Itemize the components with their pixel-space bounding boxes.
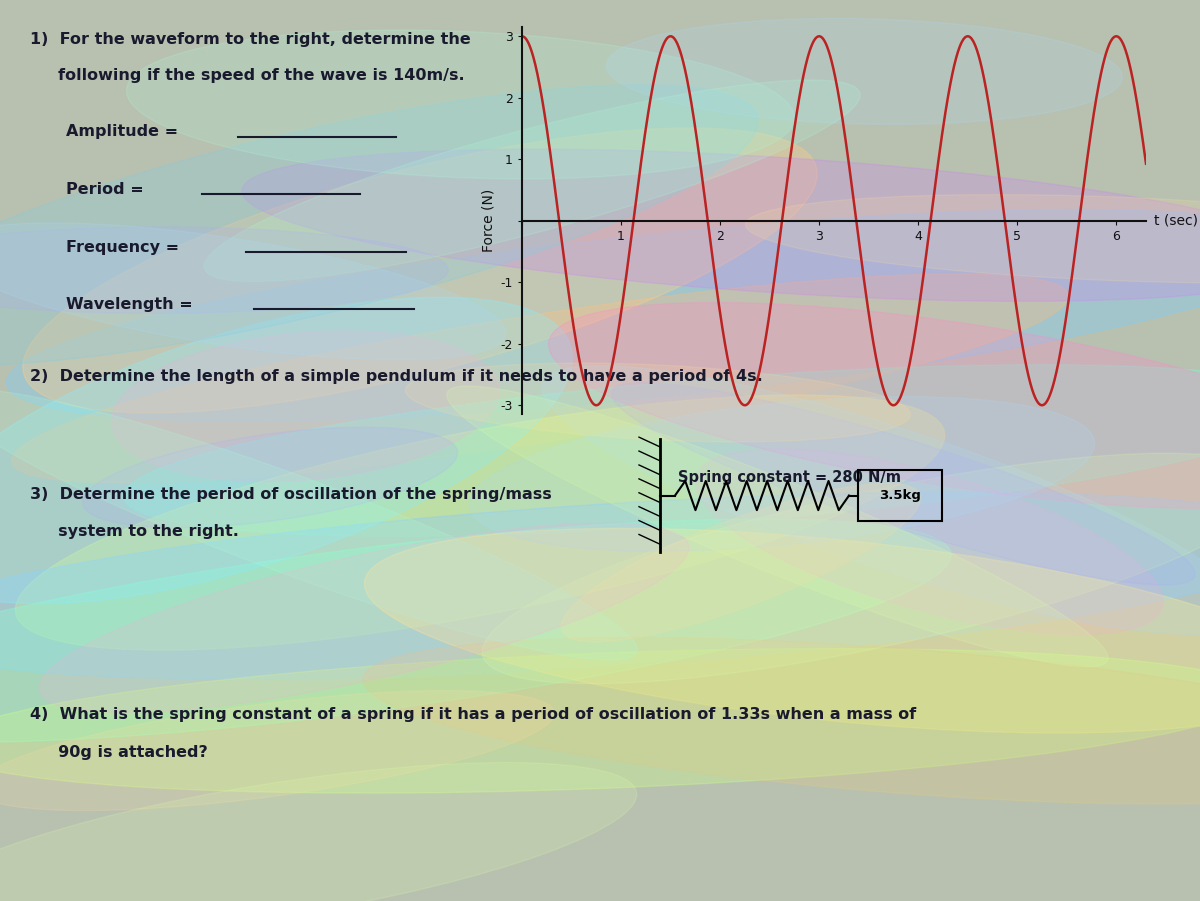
Ellipse shape	[548, 303, 1200, 508]
Ellipse shape	[112, 331, 499, 482]
Ellipse shape	[482, 453, 1200, 684]
Text: 1)  For the waveform to the right, determine the: 1) For the waveform to the right, determ…	[30, 32, 470, 47]
Text: 90g is attached?: 90g is attached?	[30, 745, 208, 760]
Text: system to the right.: system to the right.	[30, 524, 239, 540]
Ellipse shape	[362, 638, 1200, 804]
Ellipse shape	[0, 519, 952, 742]
Ellipse shape	[83, 427, 457, 528]
Ellipse shape	[126, 30, 794, 179]
Text: Wavelength =: Wavelength =	[66, 297, 198, 313]
Ellipse shape	[406, 363, 911, 441]
Ellipse shape	[242, 150, 1200, 301]
Ellipse shape	[446, 386, 1108, 667]
Ellipse shape	[0, 649, 1200, 793]
Ellipse shape	[0, 85, 758, 366]
Y-axis label: Force (N): Force (N)	[481, 189, 496, 252]
Ellipse shape	[16, 395, 944, 651]
Text: 3.5kg: 3.5kg	[880, 489, 920, 502]
Ellipse shape	[0, 297, 572, 604]
Ellipse shape	[204, 80, 860, 281]
Ellipse shape	[0, 389, 637, 660]
Text: Frequency =: Frequency =	[66, 240, 185, 255]
Text: 2)  Determine the length of a simple pendulum if it needs to have a period of 4s: 2) Determine the length of a simple pend…	[30, 369, 763, 385]
Ellipse shape	[695, 449, 1163, 634]
Ellipse shape	[606, 18, 1122, 124]
Text: t (sec): t (sec)	[1154, 214, 1198, 228]
Ellipse shape	[560, 483, 920, 642]
Bar	[858, 469, 942, 522]
Ellipse shape	[23, 128, 817, 413]
Ellipse shape	[0, 227, 448, 314]
Ellipse shape	[0, 690, 554, 811]
Ellipse shape	[6, 210, 1200, 421]
Ellipse shape	[40, 523, 689, 713]
Text: Period =: Period =	[66, 182, 149, 197]
Ellipse shape	[0, 223, 505, 359]
Text: 3)  Determine the period of oscillation of the spring/mass: 3) Determine the period of oscillation o…	[30, 487, 552, 502]
Ellipse shape	[542, 366, 1200, 634]
Ellipse shape	[469, 396, 1094, 551]
Text: Amplitude =: Amplitude =	[66, 124, 184, 140]
Text: following if the speed of the wave is 140m/s.: following if the speed of the wave is 14…	[30, 68, 464, 83]
Ellipse shape	[745, 195, 1200, 283]
Ellipse shape	[124, 365, 1200, 536]
Ellipse shape	[365, 528, 1200, 733]
Ellipse shape	[0, 492, 1200, 679]
Ellipse shape	[12, 274, 1068, 483]
Text: Spring constant = 280 N/m: Spring constant = 280 N/m	[678, 470, 901, 486]
Text: 4)  What is the spring constant of a spring if it has a period of oscillation of: 4) What is the spring constant of a spri…	[30, 707, 917, 723]
Ellipse shape	[611, 383, 1195, 585]
Ellipse shape	[0, 762, 637, 901]
